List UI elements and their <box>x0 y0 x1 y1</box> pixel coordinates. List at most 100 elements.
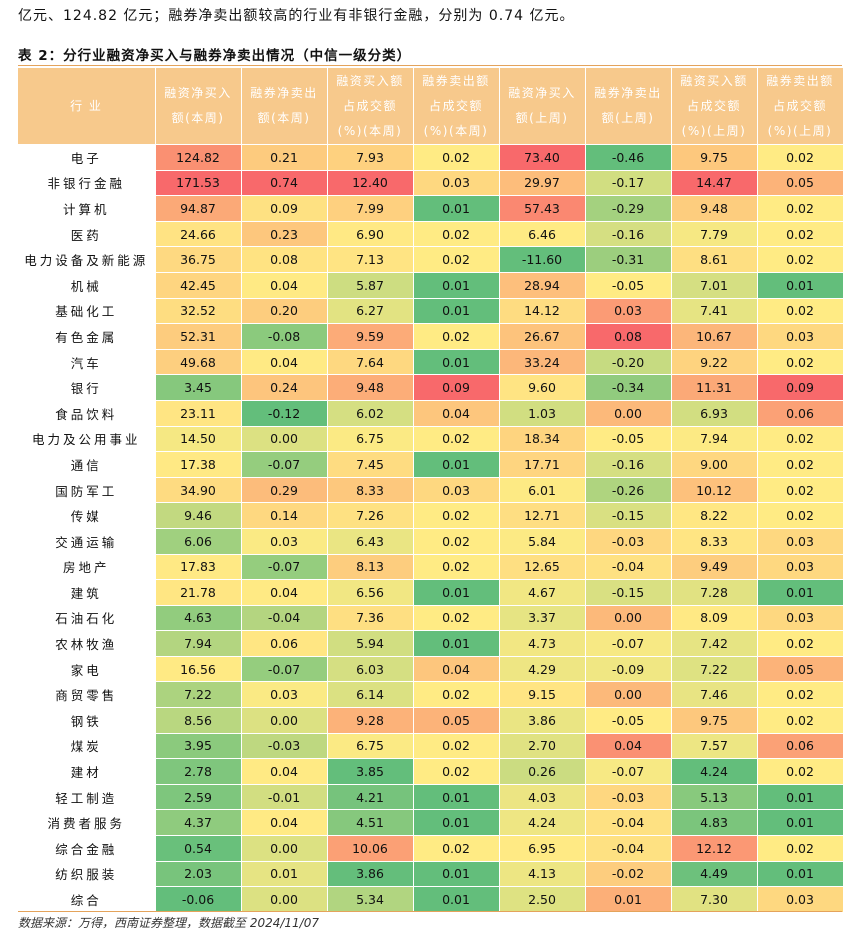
value-cell: 7.94 <box>671 425 758 452</box>
value-cell: 0.01 <box>757 783 844 810</box>
value-cell: 73.40 <box>499 144 586 171</box>
industry-name: 交通运输 <box>18 527 156 554</box>
value-cell: 29.97 <box>499 169 586 196</box>
value-cell: 9.59 <box>327 323 414 350</box>
value-cell: 3.86 <box>327 860 414 887</box>
value-cell: -0.09 <box>585 655 672 682</box>
value-cell: 34.90 <box>155 476 242 503</box>
value-cell: 0.09 <box>241 195 328 222</box>
column-header-line: 占成交额 <box>686 98 741 113</box>
industry-name: 消费者服务 <box>18 809 156 836</box>
value-cell: 9.75 <box>671 144 758 171</box>
value-cell: 2.70 <box>499 732 586 759</box>
value-cell: 6.75 <box>327 732 414 759</box>
value-cell: -0.31 <box>585 246 672 273</box>
value-cell: 0.00 <box>241 835 328 862</box>
value-cell: 9.49 <box>671 553 758 580</box>
value-cell: 7.45 <box>327 451 414 478</box>
value-cell: 0.02 <box>757 425 844 452</box>
column-header-1: 融资净买入 额(本周) <box>155 68 242 145</box>
column-header-line: 融券卖出额 <box>766 73 834 88</box>
value-cell: 0.02 <box>757 348 844 375</box>
value-cell: 0.03 <box>757 604 844 631</box>
value-cell: 1.03 <box>499 399 586 427</box>
value-cell: -0.20 <box>585 348 672 375</box>
margin-trading-table: 行 业融资净买入 额(本周) 融券净卖出 额(本周) 融资买入额 占成交额 (%)(本周) 融… <box>18 68 844 912</box>
value-cell: 3.37 <box>499 604 586 631</box>
column-header-line: 融资净买入 <box>164 86 232 100</box>
table-row: 有色金属 52.31 -0.08 9.59 0.02 26.67 0.08 10.67 0.03 <box>18 323 844 350</box>
value-cell: 17.38 <box>155 451 242 478</box>
value-cell: 6.27 <box>327 297 414 324</box>
value-cell: 6.14 <box>327 681 414 708</box>
value-cell: 0.02 <box>757 502 844 529</box>
value-cell: 49.68 <box>155 348 242 375</box>
value-cell: 0.01 <box>757 271 844 299</box>
table-row: 纺织服装 2.03 0.01 3.86 0.01 4.13 -0.02 4.49 0.01 <box>18 860 844 887</box>
value-cell: 3.86 <box>499 707 586 734</box>
value-cell: 0.01 <box>413 579 500 606</box>
value-cell: 0.03 <box>757 553 844 580</box>
value-cell: 12.40 <box>327 169 414 196</box>
value-cell: 0.02 <box>413 220 500 247</box>
value-cell: 0.03 <box>413 169 500 196</box>
value-cell: 94.87 <box>155 195 242 222</box>
value-cell: 18.34 <box>499 425 586 452</box>
value-cell: 0.02 <box>413 758 500 785</box>
value-cell: 0.02 <box>757 297 844 324</box>
value-cell: 0.01 <box>413 297 500 324</box>
table-row: 钢铁 8.56 0.00 9.28 0.05 3.86 -0.05 9.75 0.02 <box>18 707 844 734</box>
value-cell: 42.45 <box>155 271 242 299</box>
value-cell: 0.01 <box>413 886 500 912</box>
value-cell: 2.03 <box>155 860 242 887</box>
value-cell: 0.02 <box>757 758 844 785</box>
value-cell: 0.01 <box>413 195 500 222</box>
value-cell: 6.43 <box>327 527 414 554</box>
value-cell: 9.28 <box>327 707 414 734</box>
value-cell: 4.49 <box>671 860 758 887</box>
value-cell: -0.05 <box>585 707 672 734</box>
value-cell: 33.24 <box>499 348 586 375</box>
column-header-line: 额(上周) <box>601 111 655 125</box>
value-cell: 7.28 <box>671 579 758 606</box>
value-cell: 7.36 <box>327 604 414 631</box>
value-cell: 0.06 <box>241 630 328 657</box>
value-cell: 0.00 <box>241 886 328 912</box>
industry-name: 煤炭 <box>18 732 156 759</box>
value-cell: 0.01 <box>413 809 500 836</box>
value-cell: 0.01 <box>757 809 844 836</box>
value-cell: 6.03 <box>327 655 414 682</box>
value-cell: 24.66 <box>155 220 242 247</box>
value-cell: 0.01 <box>413 271 500 299</box>
industry-name: 银行 <box>18 374 156 401</box>
industry-name: 计算机 <box>18 195 156 222</box>
value-cell: 2.50 <box>499 886 586 912</box>
industry-name: 石油石化 <box>18 604 156 631</box>
value-cell: -11.60 <box>499 246 586 273</box>
value-cell: -0.07 <box>241 655 328 682</box>
value-cell: 4.37 <box>155 809 242 836</box>
table-caption: 表 2：分行业融资净买入与融券净卖出情况（中信一级分类） <box>18 48 412 64</box>
value-cell: 4.13 <box>499 860 586 887</box>
value-cell: 7.46 <box>671 681 758 708</box>
value-cell: 0.01 <box>413 630 500 657</box>
column-header-line: (%)(上周) <box>767 123 833 138</box>
value-cell: 0.02 <box>413 553 500 580</box>
table-row: 消费者服务 4.37 0.04 4.51 0.01 4.24 -0.04 4.83 0.01 <box>18 809 844 836</box>
value-cell: -0.04 <box>585 835 672 862</box>
industry-name: 电力设备及新能源 <box>18 246 156 273</box>
column-header-line: 占成交额 <box>772 98 827 113</box>
industry-name: 汽车 <box>18 348 156 375</box>
value-cell: 9.60 <box>499 374 586 401</box>
value-cell: 14.50 <box>155 425 242 452</box>
column-header-6: 融券净卖出 额(上周) <box>585 68 672 145</box>
value-cell: 0.03 <box>585 297 672 324</box>
value-cell: 0.05 <box>413 707 500 734</box>
value-cell: 4.24 <box>499 809 586 836</box>
value-cell: 14.12 <box>499 297 586 324</box>
value-cell: 0.04 <box>241 271 328 299</box>
industry-name: 纺织服装 <box>18 860 156 887</box>
value-cell: 6.93 <box>671 399 758 427</box>
value-cell: 9.48 <box>327 374 414 401</box>
value-cell: -0.03 <box>241 732 328 759</box>
